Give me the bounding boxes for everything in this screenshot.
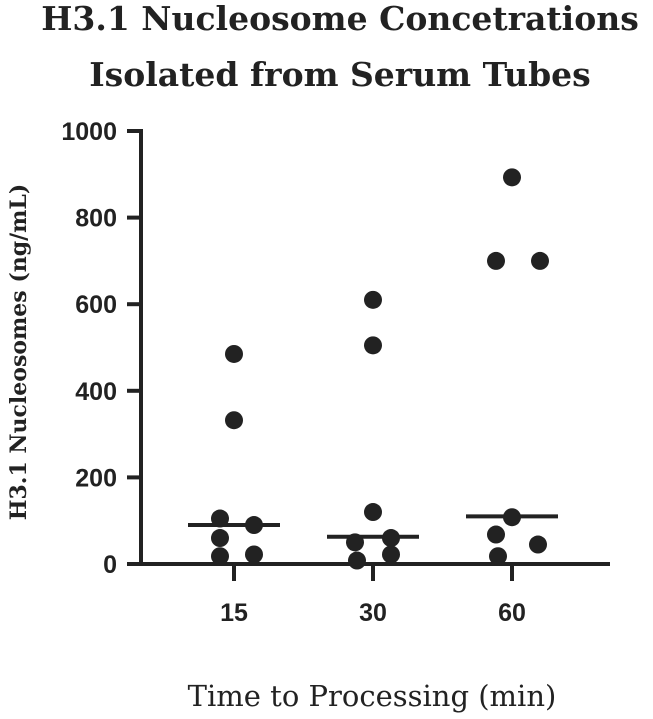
data-point <box>489 547 507 566</box>
y-ticks: 0 200 400 600 800 1000 <box>61 118 141 579</box>
data-point <box>529 535 547 554</box>
data-point <box>348 551 366 570</box>
data-point <box>531 251 549 270</box>
data-point <box>225 344 243 363</box>
x-tick-label: 15 <box>220 599 248 627</box>
data-point <box>503 168 521 187</box>
y-tick-label: 400 <box>75 378 117 406</box>
data-point <box>364 503 382 522</box>
chart-title-line-1: H3.1 Nucleosome Concetrations <box>41 0 639 38</box>
y-tick-label: 1000 <box>61 118 117 146</box>
x-tick-label: 30 <box>359 599 387 627</box>
data-point <box>364 336 382 355</box>
x-ticks: 15 30 60 <box>220 564 526 627</box>
data-point <box>225 411 243 430</box>
y-axis-label: H3.1 Nucleosomes (ng/mL) <box>6 184 32 521</box>
data-point <box>382 545 400 564</box>
chart-title-line-2: Isolated from Serum Tubes <box>89 55 591 94</box>
y-tick-label: 0 <box>103 551 117 579</box>
data-point <box>364 290 382 309</box>
y-tick-label: 200 <box>75 464 117 492</box>
data-point <box>487 525 505 544</box>
y-tick-label: 600 <box>75 291 117 319</box>
data-point <box>245 545 263 564</box>
data-point <box>211 529 229 548</box>
x-axis-label: Time to Processing (min) <box>188 679 557 713</box>
data-point <box>211 547 229 566</box>
x-tick-label: 60 <box>498 599 526 627</box>
y-tick-label: 800 <box>75 205 117 233</box>
data-marks <box>188 168 558 570</box>
data-point <box>487 251 505 270</box>
